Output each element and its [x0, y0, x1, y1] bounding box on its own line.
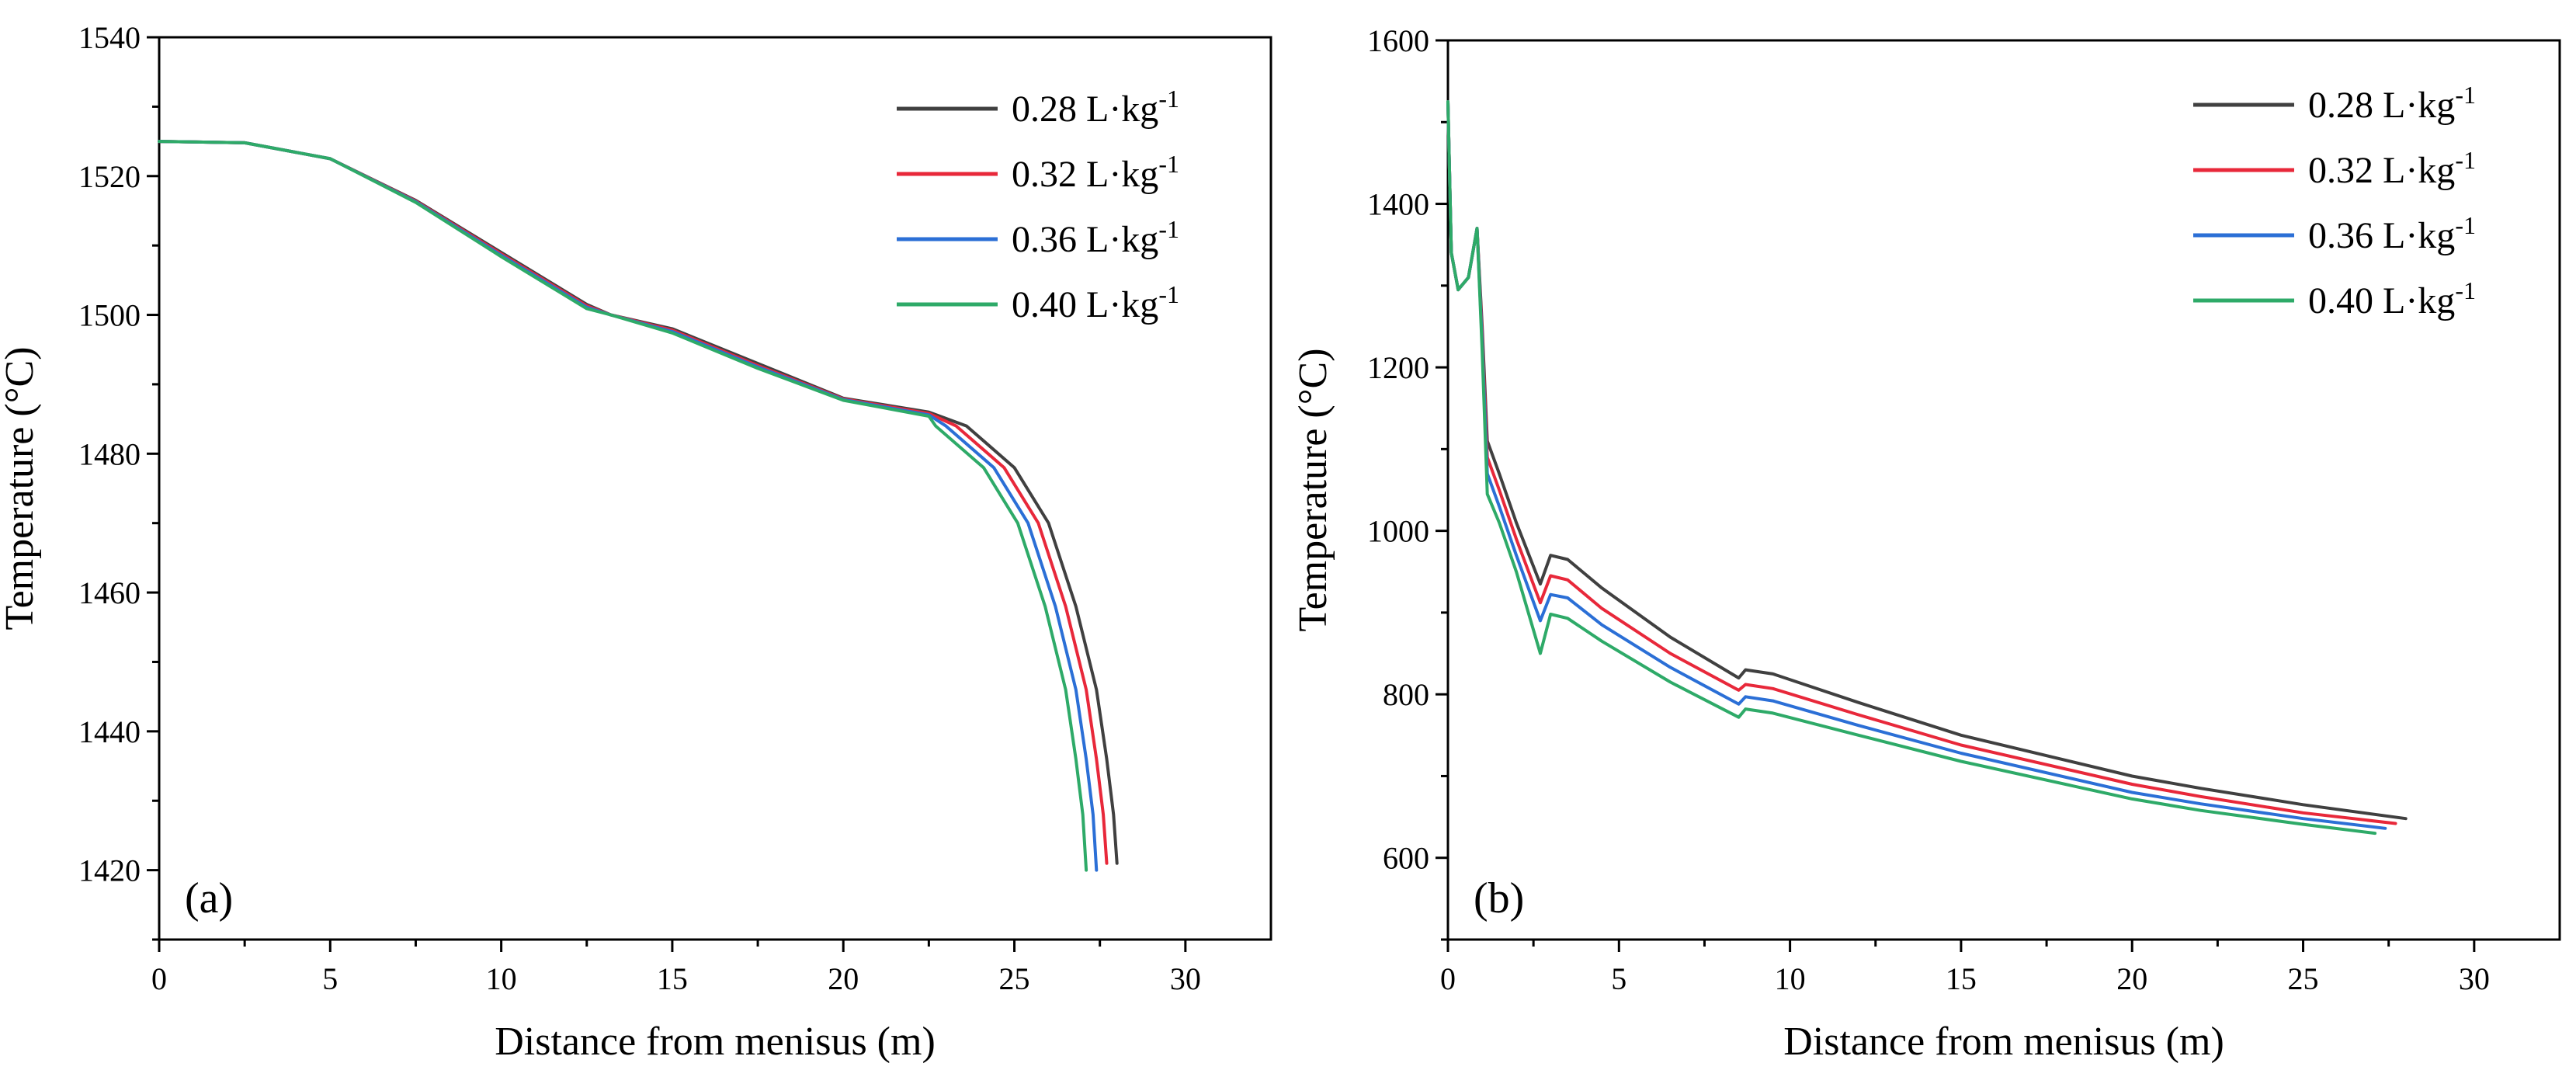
x-tick-label: 5: [322, 961, 338, 996]
legend-label: 0.36 L·kg-1: [1012, 215, 1179, 260]
y-axis-title: Temperature (°C): [1291, 348, 1335, 631]
y-tick-label: 1440: [78, 714, 141, 749]
y-tick-label: 1600: [1367, 23, 1429, 58]
legend-exponent: -1: [2455, 146, 2476, 174]
x-tick-label: 10: [486, 961, 517, 996]
y-tick-label: 1000: [1367, 514, 1429, 549]
series-line-0-40: [158, 140, 1088, 872]
legend-value: 0.32: [2308, 150, 2383, 191]
y-tick-label: 1200: [1367, 350, 1429, 385]
series-line-0-32: [1446, 100, 2397, 825]
x-tick-label: 30: [2459, 961, 2490, 996]
y-tick-label: 1520: [78, 159, 141, 194]
legend-label: 0.40 L·kg-1: [1012, 280, 1179, 325]
legend-unit: L·kg: [2383, 150, 2455, 191]
y-tick-label: 1460: [78, 575, 141, 610]
legend-label: 0.28 L·kg-1: [1012, 85, 1179, 130]
legend-unit: L·kg: [1086, 219, 1158, 260]
y-tick-label: 1500: [78, 298, 141, 333]
legend-value: 0.28: [2308, 85, 2383, 126]
y-tick-label: 1420: [78, 853, 141, 888]
series-line-0-36: [1446, 100, 2387, 830]
legend-value: 0.32: [1012, 154, 1086, 195]
x-axis-title: Distance from menisus (m): [495, 1020, 936, 1064]
legend-unit: L·kg: [1086, 284, 1158, 325]
plot-frame: [1446, 39, 2561, 941]
panel-a-chart: 0 5 10 15 20 25 301420144014601480150015201540…: [0, 20, 1272, 1064]
legend-exponent: -1: [2455, 211, 2476, 239]
legend-value: 0.36: [1012, 219, 1086, 260]
legend-unit: L·kg: [2383, 280, 2455, 321]
y-tick-label: 1540: [78, 20, 141, 55]
legend-exponent: -1: [1158, 150, 1179, 178]
panel-label: (b): [1474, 874, 1524, 922]
panel-label: (a): [185, 874, 233, 922]
legend-exponent: -1: [2455, 276, 2476, 304]
x-tick-label: 30: [1170, 961, 1201, 996]
x-tick-label: 15: [1946, 961, 1977, 996]
legend-value: 0.36: [2308, 215, 2383, 256]
x-tick-label: 5: [1611, 961, 1626, 996]
plot-frame: [158, 36, 1272, 941]
legend-label: 0.28 L·kg-1: [2308, 81, 2476, 126]
legend-value: 0.40: [1012, 284, 1086, 325]
legend-exponent: -1: [2455, 81, 2476, 109]
legend-label: 0.32 L·kg-1: [1012, 150, 1179, 195]
x-tick-label: 25: [2288, 961, 2319, 996]
legend-value: 0.28: [1012, 89, 1086, 130]
legend-unit: L·kg: [1086, 89, 1158, 130]
legend-unit: L·kg: [1086, 154, 1158, 195]
series-line-0-28: [1446, 100, 2408, 821]
legend-exponent: -1: [1158, 280, 1179, 308]
x-tick-label: 20: [2116, 961, 2147, 996]
legend-unit: L·kg: [2383, 85, 2455, 126]
legend-unit: L·kg: [2383, 215, 2455, 256]
x-tick-label: 10: [1775, 961, 1806, 996]
y-tick-label: 1400: [1367, 187, 1429, 222]
y-tick-label: 1480: [78, 436, 141, 471]
series-line-0-28: [158, 140, 1119, 865]
legend-value: 0.40: [2308, 280, 2383, 321]
y-tick-label: 800: [1383, 677, 1429, 712]
panel-b-chart: 0 5 10 15 20 25 30 600 800 1000 1200 1400 1600 Distan…: [1291, 23, 2561, 1064]
x-tick-label: 0: [1440, 961, 1456, 996]
x-tick-label: 15: [657, 961, 688, 996]
x-tick-label: 20: [828, 961, 859, 996]
x-tick-label: 25: [999, 961, 1030, 996]
legend-exponent: -1: [1158, 215, 1179, 243]
y-axis-title: Temperature (°C): [0, 346, 42, 630]
legend-label: 0.32 L·kg-1: [2308, 146, 2476, 191]
series-line-0-36: [158, 140, 1099, 872]
legend-label: 0.36 L·kg-1: [2308, 211, 2476, 256]
legend-exponent: -1: [1158, 85, 1179, 113]
x-axis-title: Distance from menisus (m): [1783, 1020, 2224, 1064]
legend-label: 0.40 L·kg-1: [2308, 276, 2476, 321]
y-tick-label: 600: [1383, 841, 1429, 876]
series-line-0-40: [1446, 100, 2377, 836]
x-tick-label: 0: [151, 961, 167, 996]
series-line-0-32: [158, 140, 1109, 865]
